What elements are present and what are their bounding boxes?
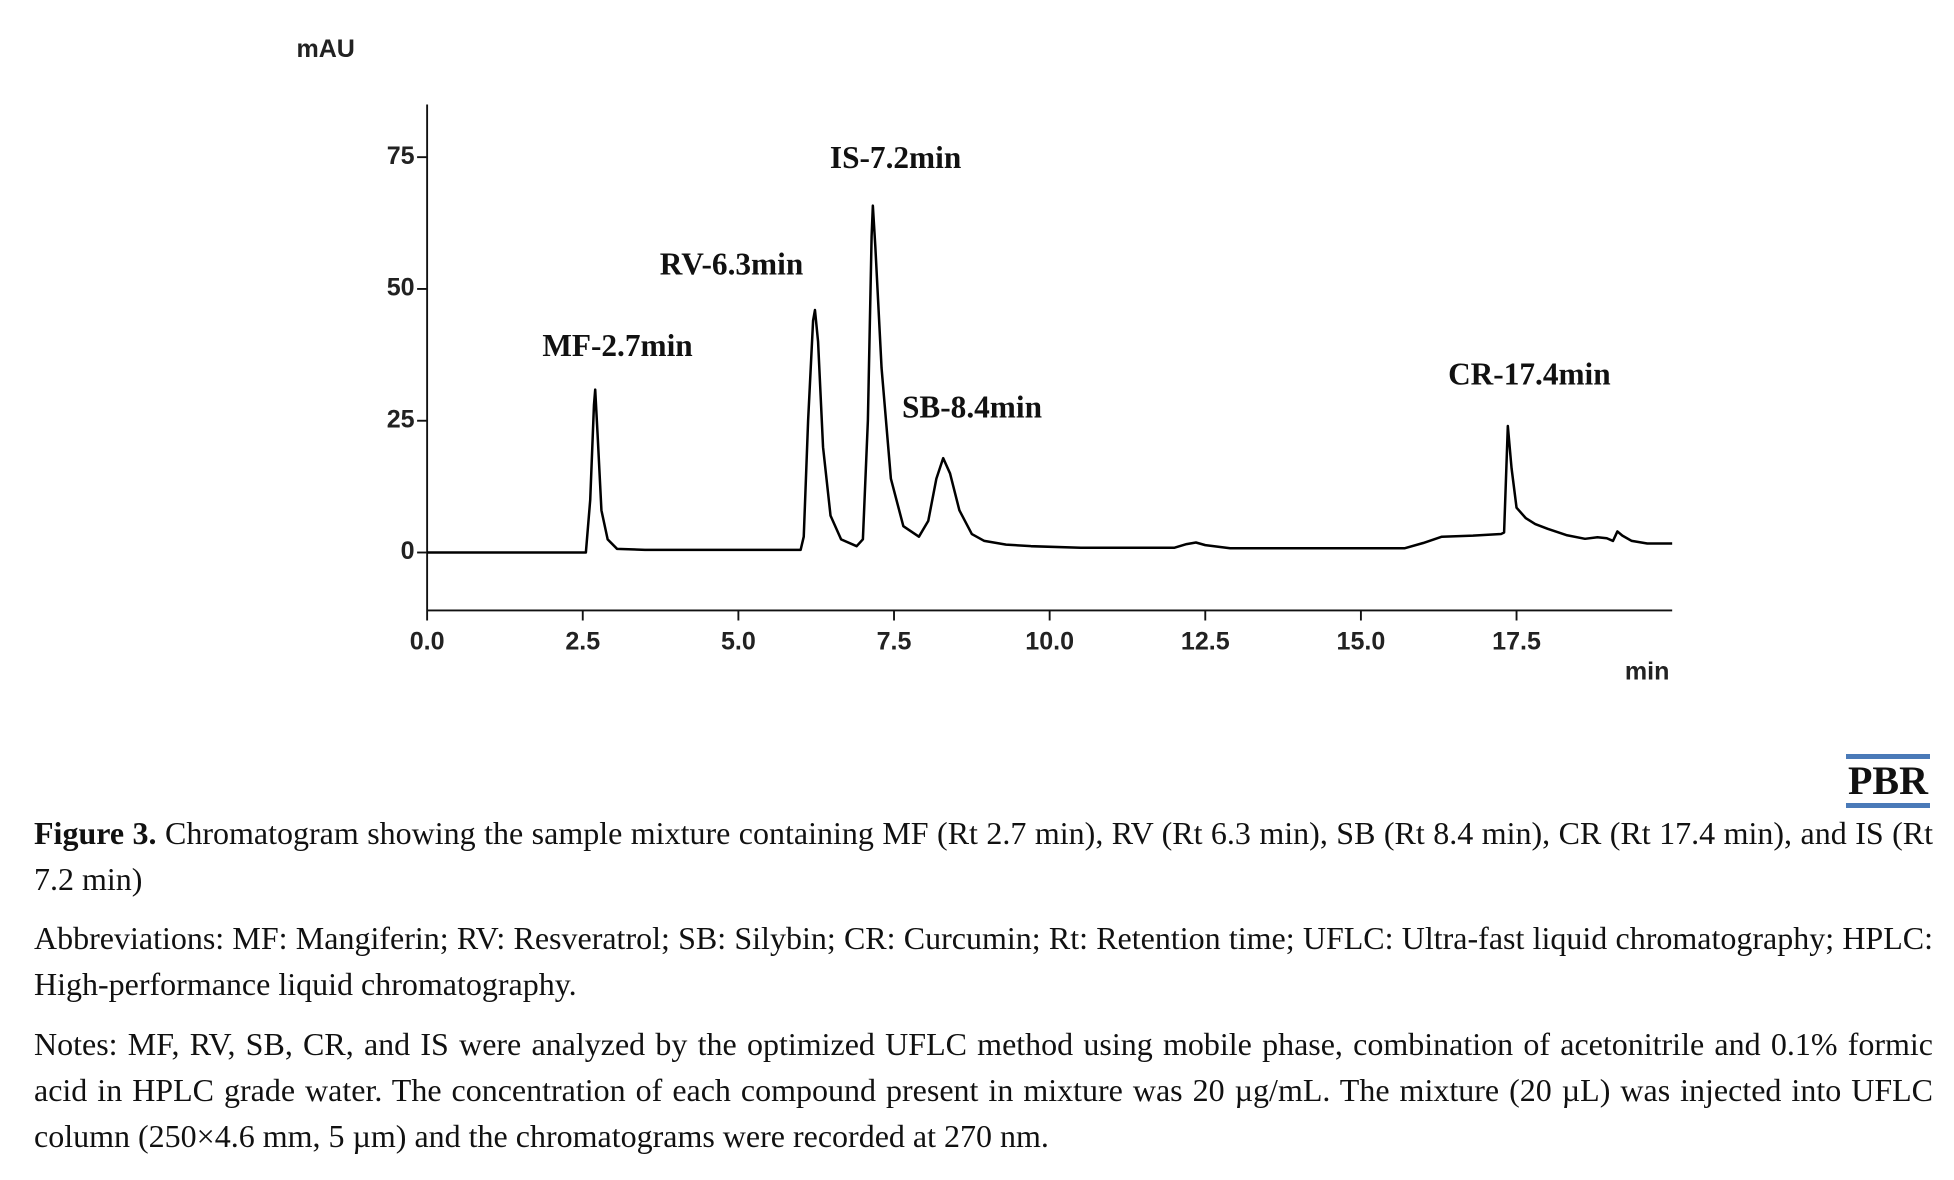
x-tick-label: 12.5 xyxy=(1181,628,1230,656)
x-tick-label: 5.0 xyxy=(721,628,756,656)
x-axis-label: min xyxy=(1625,658,1670,686)
x-tick-label: 7.5 xyxy=(877,628,912,656)
peak-annotation: MF-2.7min xyxy=(542,328,692,363)
chromatogram-line xyxy=(427,204,1673,554)
y-tick-label: 75 xyxy=(387,142,415,170)
x-tick-label: 15.0 xyxy=(1337,628,1386,656)
x-tick-label: 0.0 xyxy=(410,628,445,656)
peak-annotation: RV-6.3min xyxy=(660,246,804,281)
caption-text: Chromatogram showing the sample mixture … xyxy=(34,815,1934,897)
notes: Notes: MF, RV, SB, CR, and IS were analy… xyxy=(34,1026,1933,1154)
chart: mAU min 0 25 50 75 0.0 2.5 5.0 7.5 10.0 12.5 15.0 1… xyxy=(296,35,1673,686)
x-tick-label: 2.5 xyxy=(565,628,600,656)
y-tick-label: 25 xyxy=(387,405,415,433)
peak-annotation: SB-8.4min xyxy=(902,389,1042,424)
y-axis-label: mAU xyxy=(296,35,354,63)
y-tick-label: 50 xyxy=(387,274,415,302)
peak-annotation: CR-17.4min xyxy=(1448,357,1611,392)
y-tick-label: 0 xyxy=(401,537,415,565)
logo: PBR xyxy=(1846,754,1930,808)
peak-annotation: IS-7.2min xyxy=(830,140,961,175)
abbreviations: Abbreviations: MF: Mangiferin; RV: Resve… xyxy=(34,920,1933,1002)
caption-label: Figure 3. xyxy=(34,815,157,851)
x-tick-label: 17.5 xyxy=(1492,628,1541,656)
caption: Figure 3. Chromatogram showing the sampl… xyxy=(34,810,1933,902)
x-tick-label: 10.0 xyxy=(1025,628,1074,656)
